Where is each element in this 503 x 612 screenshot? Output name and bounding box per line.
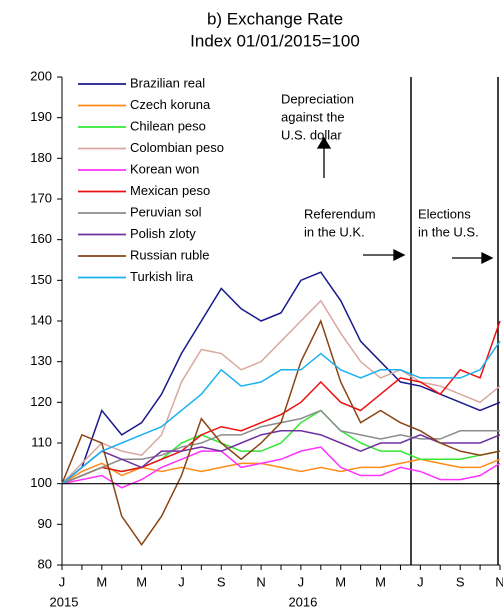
legend-bg <box>127 76 228 92</box>
annotation: U.S. dollar <box>281 127 342 142</box>
x-tick-label: M <box>96 574 107 589</box>
chart-subtitle: Index 01/01/2015=100 <box>190 31 360 50</box>
series-line <box>61 271 501 485</box>
series-line <box>61 446 501 489</box>
x-tick-label: M <box>136 574 147 589</box>
x-tick-label: J <box>59 574 66 589</box>
arrows <box>316 136 494 265</box>
x-tick-label: N <box>256 574 265 589</box>
legend-bg <box>127 248 221 264</box>
legend-label: Colombian peso <box>130 140 224 155</box>
y-tick-label: 200 <box>30 68 52 83</box>
legend-label: Turkish lira <box>130 269 194 284</box>
legend-label: Peruvian sol <box>130 204 202 219</box>
y-tick-label: 180 <box>30 150 52 165</box>
y-tick-label: 170 <box>30 190 52 205</box>
y-tick-label: 150 <box>30 272 52 287</box>
annotation: against the <box>281 109 345 124</box>
legend-bg <box>127 119 214 135</box>
legend-label: Chilean peso <box>130 118 206 133</box>
annotation: in the U.K. <box>304 224 365 239</box>
legend-bg <box>127 183 214 200</box>
year-label: 2015 <box>50 594 79 609</box>
annotation: Depreciation <box>281 91 354 106</box>
x-tick-label: J <box>298 574 305 589</box>
legend-bg <box>127 140 228 157</box>
legend-label: Czech koruna <box>130 97 211 112</box>
annotation: Referendum <box>304 206 376 221</box>
legend-bg <box>127 226 214 243</box>
x-tick-label: N <box>495 574 503 589</box>
legend-label: Korean won <box>130 161 199 176</box>
arrow-head <box>316 136 332 149</box>
legend-bg <box>127 269 214 286</box>
y-tick-label: 140 <box>30 312 52 327</box>
arrow-head <box>393 248 406 262</box>
x-tick-label: J <box>178 574 185 589</box>
series-line <box>61 458 501 485</box>
y-tick-label: 130 <box>30 353 52 368</box>
series-line <box>61 340 501 485</box>
series-line <box>61 319 501 546</box>
legend-bg <box>127 205 214 221</box>
legend-label: Brazilian real <box>130 75 205 90</box>
legend-label: Mexican peso <box>130 183 210 198</box>
legend-label: Russian ruble <box>130 247 210 262</box>
y-tick-label: 120 <box>30 394 52 409</box>
series-line <box>61 320 501 485</box>
arrow-head <box>481 251 494 265</box>
y-tick-label: 100 <box>30 475 52 490</box>
x-tick-label: S <box>456 574 465 589</box>
chart-title: b) Exchange Rate <box>207 9 343 28</box>
x-tick-label: J <box>417 574 424 589</box>
x-tick-label: M <box>375 574 386 589</box>
y-tick-label: 110 <box>31 434 52 449</box>
y-tick-label: 160 <box>30 231 52 246</box>
legend-bg <box>127 97 214 114</box>
y-tick-label: 190 <box>30 109 52 124</box>
annotation: Elections <box>418 206 471 221</box>
legend-label: Polish zloty <box>130 226 196 241</box>
series-line <box>61 430 501 485</box>
x-tick-label: S <box>217 574 226 589</box>
y-tick-label: 90 <box>38 516 52 531</box>
annotation: in the U.S. <box>418 224 479 239</box>
x-tick-label: M <box>335 574 346 589</box>
series-line <box>61 299 501 485</box>
year-label: 2016 <box>288 594 317 609</box>
legend-bg <box>127 162 199 178</box>
y-tick-label: 80 <box>38 556 52 571</box>
